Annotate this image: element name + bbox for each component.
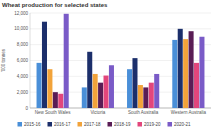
- bar: [98, 83, 103, 108]
- y-tick-label: 10,000: [14, 26, 28, 31]
- bar: [109, 65, 114, 108]
- x-tick-label: Victoria: [90, 110, 105, 115]
- y-tick-label: 6,000: [17, 58, 29, 63]
- legend-swatch: [138, 122, 143, 127]
- bar: [58, 94, 63, 108]
- y-tick-label: 8,000: [17, 42, 29, 47]
- legend-label: 2018-19: [114, 122, 131, 127]
- y-tick-label: 2,000: [17, 90, 29, 95]
- bar: [172, 40, 177, 108]
- x-tick-label: South Australia: [128, 110, 159, 115]
- x-tick-label: New South Wales: [35, 110, 71, 115]
- y-tick-label: 12,000: [14, 11, 28, 16]
- legend-swatch: [168, 122, 173, 127]
- bar: [189, 31, 194, 108]
- legend-swatch: [48, 122, 53, 127]
- bar: [64, 14, 69, 108]
- legend-label: 2015-16: [24, 122, 41, 127]
- legend-swatch: [108, 122, 113, 127]
- bar: [199, 37, 204, 108]
- x-tick-label: Western Australia: [171, 110, 207, 115]
- legend-label: 2019-20: [144, 122, 161, 127]
- bar: [183, 39, 188, 108]
- y-axis-line: [30, 13, 31, 108]
- bar: [138, 85, 143, 108]
- legend-label: 2017-18: [84, 122, 101, 127]
- legend-swatch: [18, 122, 23, 127]
- y-tick-label: 0: [25, 106, 28, 111]
- grid-line: [30, 13, 211, 14]
- title: Wheat production for selected states: [2, 2, 108, 8]
- bar: [194, 63, 199, 108]
- bar: [37, 63, 42, 108]
- grid-line: [30, 28, 211, 29]
- legend-label: 2016-17: [54, 122, 71, 127]
- bar: [149, 83, 154, 108]
- y-axis-label: '000 tonnes: [1, 48, 6, 72]
- bar: [178, 29, 183, 108]
- bar: [87, 52, 92, 108]
- bar: [53, 92, 58, 108]
- legend-label: 2020-21: [174, 122, 191, 127]
- bar: [143, 87, 148, 108]
- bar: [47, 69, 52, 108]
- bar: [82, 87, 87, 108]
- chart: Wheat production for selected states '000…: [0, 0, 215, 134]
- bar: [93, 74, 98, 108]
- bar: [127, 69, 132, 108]
- bar: [154, 74, 159, 108]
- bar: [42, 22, 47, 108]
- y-tick-label: 4,000: [17, 74, 29, 79]
- bars: [37, 14, 205, 108]
- bar: [104, 76, 109, 108]
- legend-swatch: [78, 122, 83, 127]
- bar: [132, 58, 137, 108]
